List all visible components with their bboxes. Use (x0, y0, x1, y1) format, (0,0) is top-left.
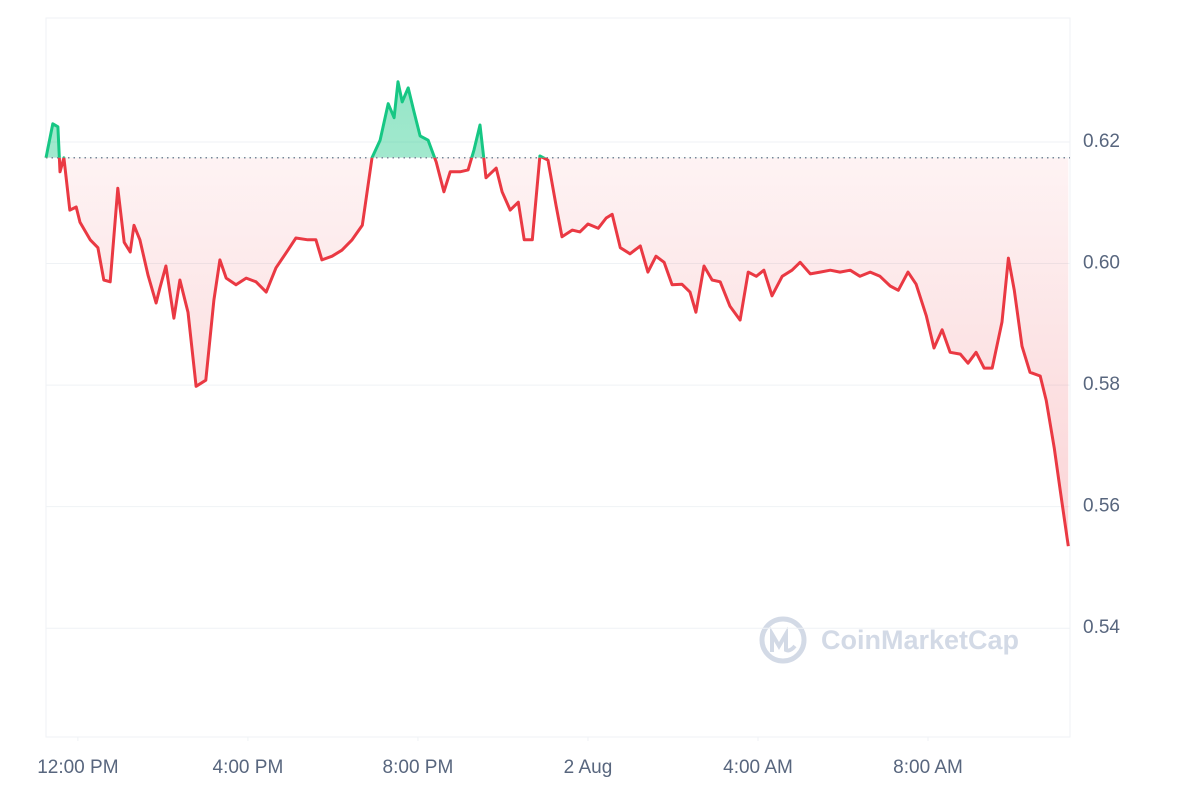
y-tick-label: 0.58 (1083, 374, 1120, 395)
area-up (46, 81, 544, 158)
y-tick-label: 0.54 (1083, 617, 1120, 638)
watermark: CoinMarketCap (759, 616, 1019, 664)
watermark-text: CoinMarketCap (821, 625, 1019, 655)
y-tick-label: 0.62 (1083, 131, 1120, 152)
x-tick-label: 4:00 AM (723, 757, 793, 778)
watermark-logo (759, 616, 807, 664)
y-tick-label: 0.56 (1083, 496, 1120, 517)
price-line-down (45, 157, 1070, 547)
x-tick-label: 4:00 PM (213, 757, 284, 778)
x-tick-label: 2 Aug (564, 757, 613, 778)
x-tick-label: 8:00 AM (893, 757, 963, 778)
y-tick-label: 0.60 (1083, 253, 1120, 274)
x-tick-label: 8:00 PM (383, 757, 454, 778)
plot-frame (45, 17, 1071, 738)
x-tick-label: 12:00 PM (37, 757, 118, 778)
area-down (46, 157, 1069, 547)
watermark-logo-mark (770, 626, 797, 653)
